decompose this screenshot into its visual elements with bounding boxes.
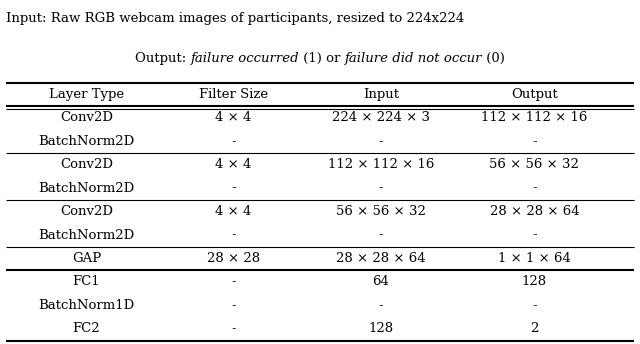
Text: -: - [532,182,537,195]
Text: 28 × 28: 28 × 28 [207,252,260,265]
Text: -: - [231,182,236,195]
Text: -: - [378,299,383,312]
Text: -: - [231,322,236,335]
Text: (0): (0) [482,52,505,65]
Text: 2: 2 [530,322,539,335]
Text: -: - [378,135,383,148]
Text: Output: Output [511,88,558,101]
Text: BatchNorm2D: BatchNorm2D [38,135,134,148]
Text: -: - [378,228,383,241]
Text: 112 × 112 × 16: 112 × 112 × 16 [481,111,588,124]
Text: -: - [532,299,537,312]
Text: Conv2D: Conv2D [60,111,113,124]
Text: -: - [231,276,236,288]
Text: Filter Size: Filter Size [199,88,268,101]
Text: 4 × 4: 4 × 4 [216,158,252,171]
Text: 28 × 28 × 64: 28 × 28 × 64 [336,252,426,265]
Text: GAP: GAP [72,252,101,265]
Text: BatchNorm2D: BatchNorm2D [38,228,134,241]
Text: Input: Raw RGB webcam images of participants, resized to 224x224: Input: Raw RGB webcam images of particip… [6,12,465,25]
Text: Layer Type: Layer Type [49,88,124,101]
Text: 4 × 4: 4 × 4 [216,205,252,218]
Text: Conv2D: Conv2D [60,205,113,218]
Text: 28 × 28 × 64: 28 × 28 × 64 [490,205,579,218]
Text: 56 × 56 × 32: 56 × 56 × 32 [490,158,579,171]
Text: 4 × 4: 4 × 4 [216,111,252,124]
Text: -: - [532,135,537,148]
Text: 128: 128 [522,276,547,288]
Text: 1 × 1 × 64: 1 × 1 × 64 [498,252,571,265]
Text: 112 × 112 × 16: 112 × 112 × 16 [328,158,434,171]
Text: -: - [231,299,236,312]
Text: 128: 128 [368,322,394,335]
Text: FC1: FC1 [72,276,100,288]
Text: -: - [231,135,236,148]
Text: -: - [532,228,537,241]
Text: Conv2D: Conv2D [60,158,113,171]
Text: BatchNorm2D: BatchNorm2D [38,182,134,195]
Text: FC2: FC2 [72,322,100,335]
Text: 64: 64 [372,276,389,288]
Text: -: - [378,182,383,195]
Text: (1) or: (1) or [299,52,345,65]
Text: Input: Input [363,88,399,101]
Text: 56 × 56 × 32: 56 × 56 × 32 [336,205,426,218]
Text: 224 × 224 × 3: 224 × 224 × 3 [332,111,430,124]
Text: failure did not occur: failure did not occur [345,52,482,65]
Text: Output:: Output: [135,52,191,65]
Text: -: - [231,228,236,241]
Text: failure occurred: failure occurred [191,52,299,65]
Text: BatchNorm1D: BatchNorm1D [38,299,134,312]
